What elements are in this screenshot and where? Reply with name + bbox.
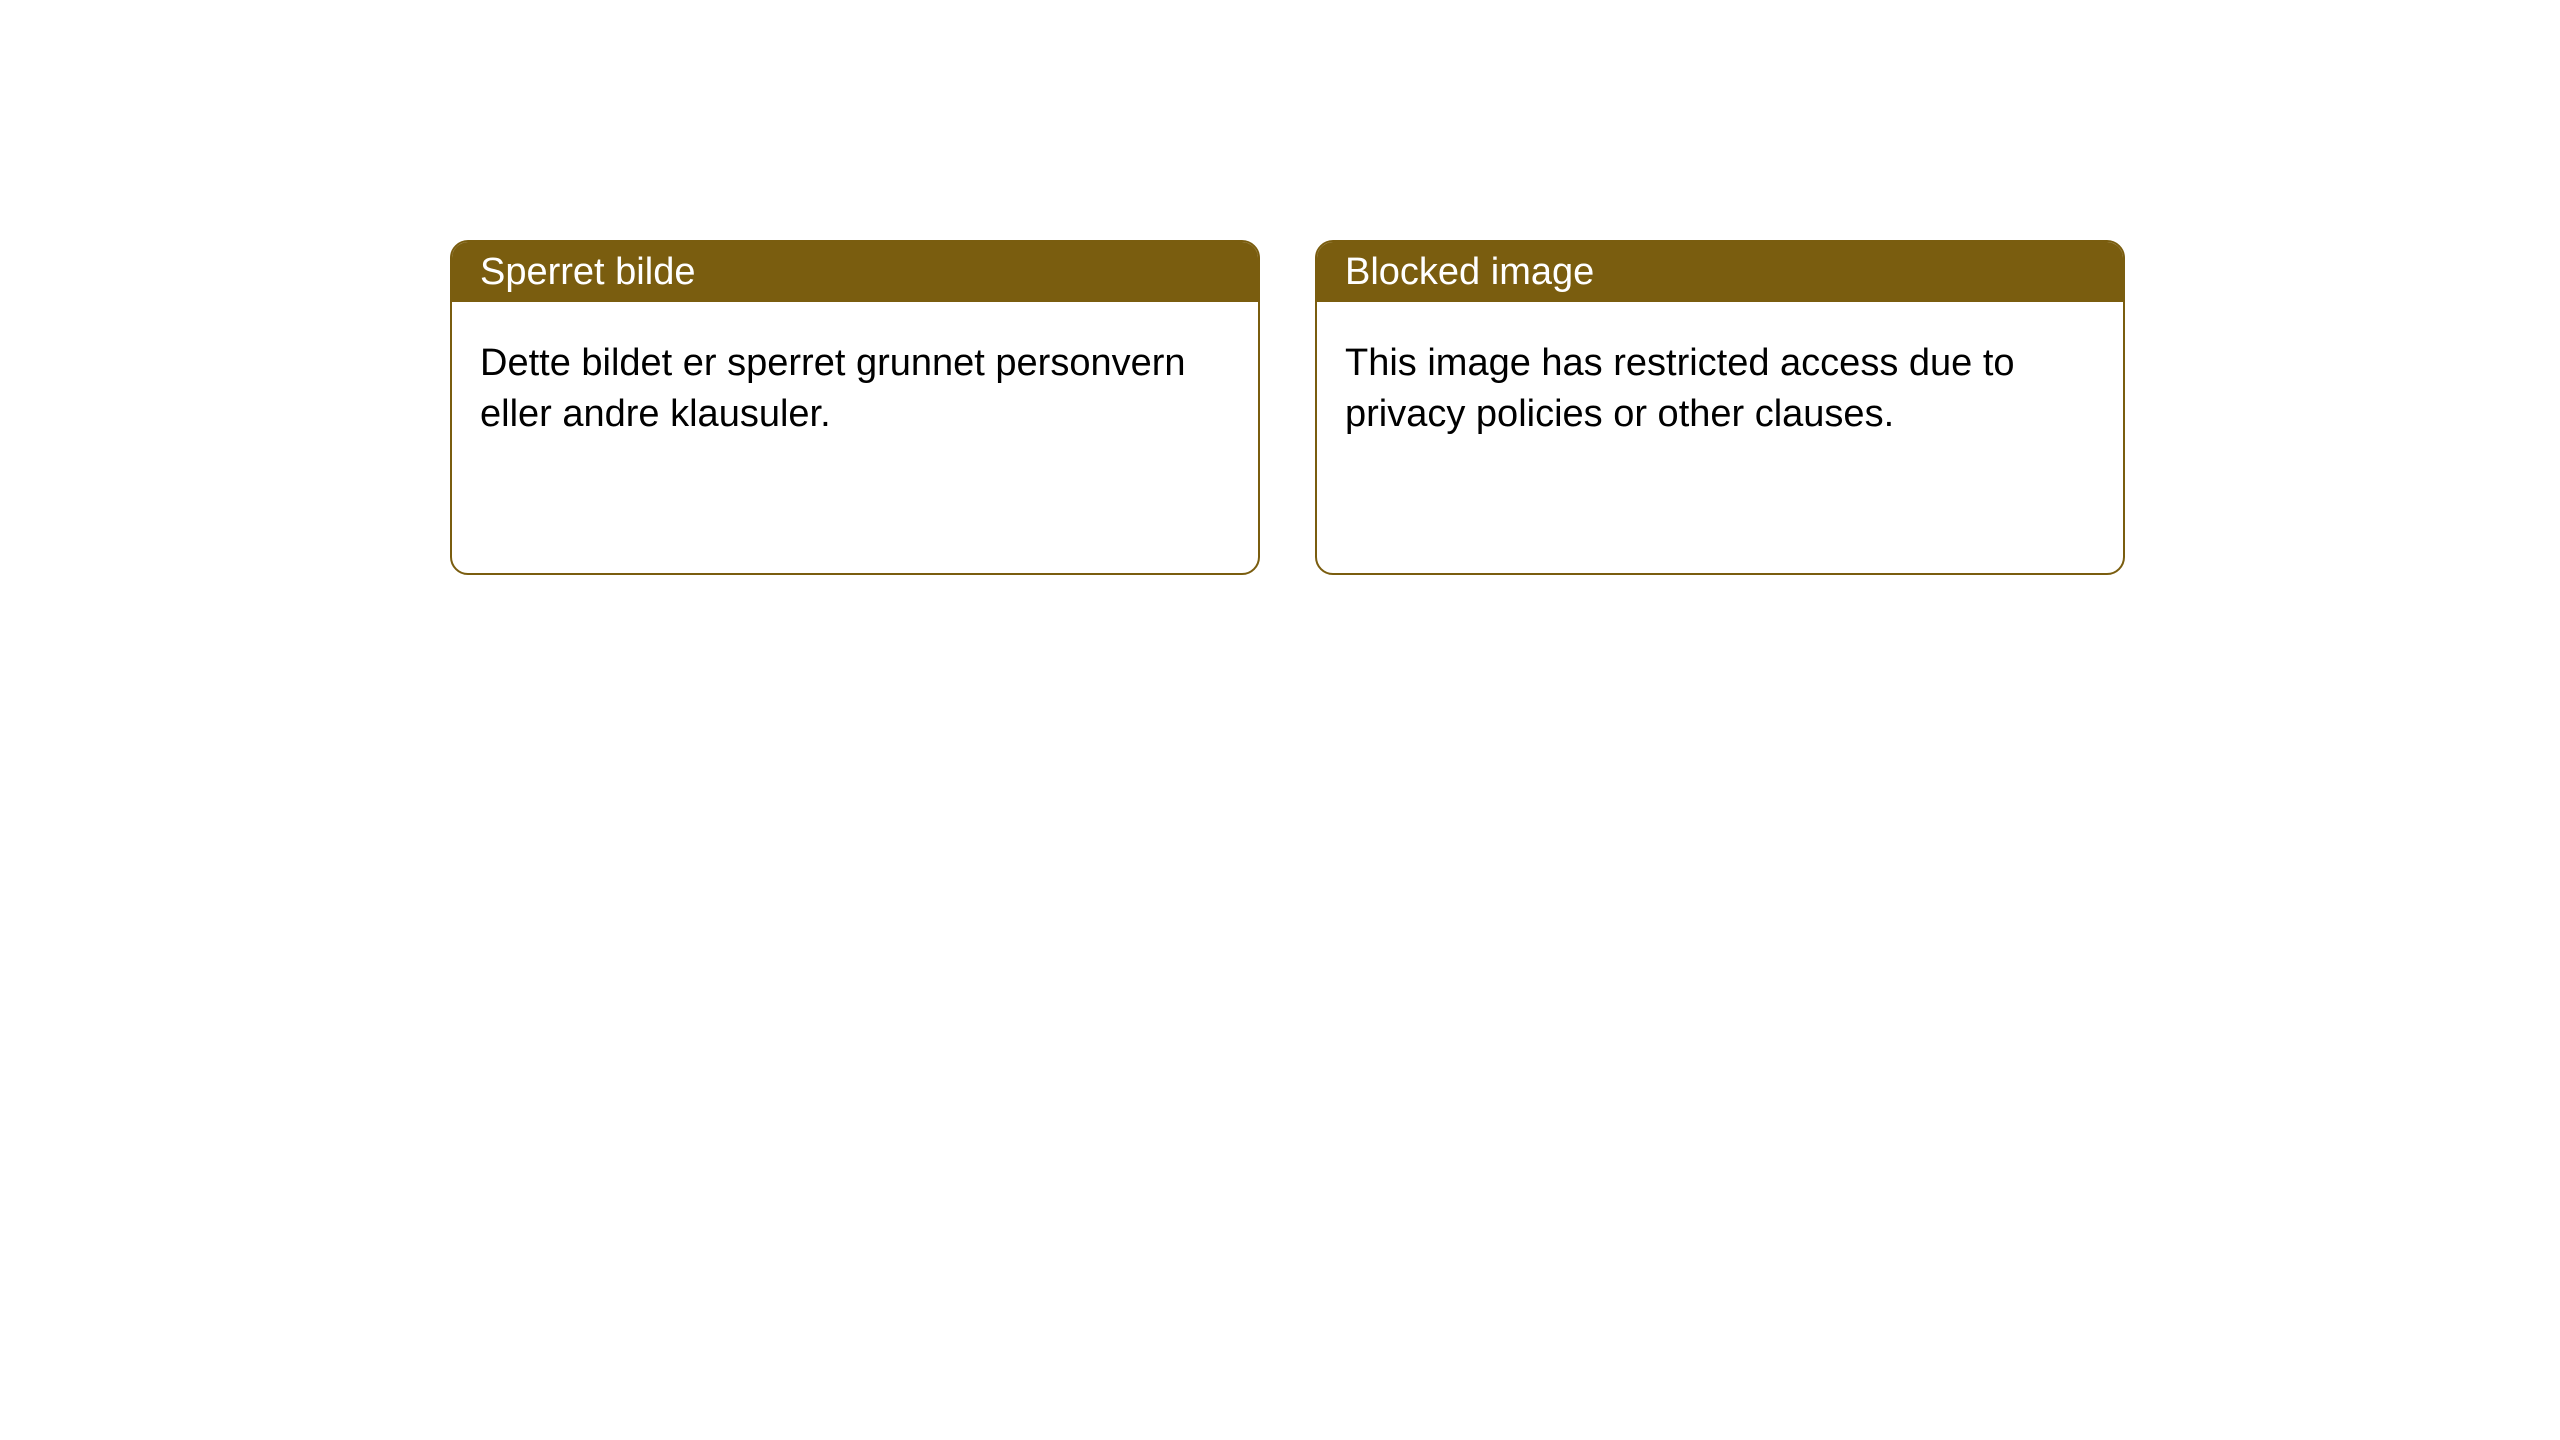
notice-header: Sperret bilde	[452, 242, 1258, 302]
notice-title: Blocked image	[1345, 251, 1594, 294]
notice-body-text: Dette bildet er sperret grunnet personve…	[480, 342, 1186, 435]
notice-header: Blocked image	[1317, 242, 2123, 302]
notice-container: Sperret bilde Dette bildet er sperret gr…	[0, 0, 2560, 575]
notice-body: This image has restricted access due to …	[1317, 302, 2123, 477]
notice-card-norwegian: Sperret bilde Dette bildet er sperret gr…	[450, 240, 1260, 575]
notice-title: Sperret bilde	[480, 251, 695, 294]
notice-body: Dette bildet er sperret grunnet personve…	[452, 302, 1258, 477]
notice-card-english: Blocked image This image has restricted …	[1315, 240, 2125, 575]
notice-body-text: This image has restricted access due to …	[1345, 342, 2015, 435]
